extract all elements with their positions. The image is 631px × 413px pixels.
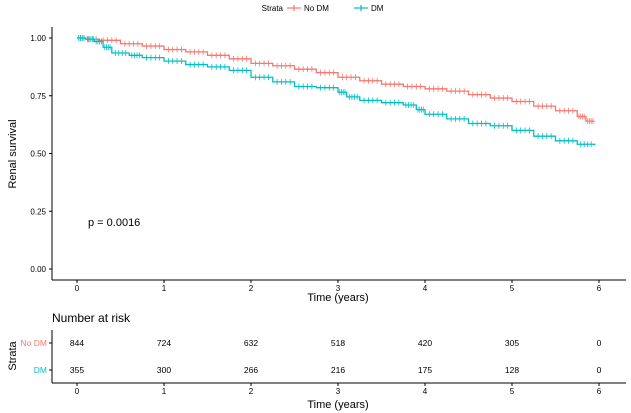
risk-count-no-dm: 0 bbox=[597, 338, 602, 348]
legend: Strata No DM DM bbox=[262, 4, 384, 13]
risk-count-dm: 175 bbox=[418, 365, 432, 375]
risk-table-x-title: Time (years) bbox=[307, 399, 368, 411]
risk-x-tick-label: 0 bbox=[75, 387, 80, 396]
risk-count-dm: 216 bbox=[331, 365, 345, 375]
legend-item-dm: DM bbox=[354, 4, 384, 13]
main-plot: 0.00 0.25 0.50 0.75 1.00 0 1 2 3 4 5 6 Renal survi… bbox=[7, 27, 626, 304]
risk-count-no-dm: 305 bbox=[505, 338, 519, 348]
y-axis-title: Renal survival bbox=[7, 119, 19, 188]
risk-count-dm: 0 bbox=[597, 365, 602, 375]
risk-x-tick-label: 2 bbox=[249, 387, 254, 396]
risk-x-tick-label: 6 bbox=[597, 387, 602, 396]
x-tick-label: 0 bbox=[75, 284, 80, 293]
risk-count-no-dm: 518 bbox=[331, 338, 345, 348]
risk-count-dm: 128 bbox=[505, 365, 519, 375]
risk-x-tick-label: 5 bbox=[510, 387, 515, 396]
x-axis-ticks: 0 1 2 3 4 5 6 bbox=[75, 280, 602, 293]
risk-count-no-dm: 844 bbox=[70, 338, 84, 348]
y-tick-label: 0.00 bbox=[30, 265, 46, 274]
risk-count-no-dm: 420 bbox=[418, 338, 432, 348]
x-tick-label: 3 bbox=[336, 284, 341, 293]
p-value-annotation: p = 0.0016 bbox=[88, 217, 140, 229]
legend-label-no-dm: No DM bbox=[304, 4, 329, 13]
survival-curve-dm bbox=[77, 37, 596, 146]
legend-item-no-dm: No DM bbox=[287, 4, 329, 13]
risk-row-label-dm: DM bbox=[34, 365, 47, 375]
y-tick-label: 0.25 bbox=[30, 207, 46, 216]
x-tick-label: 5 bbox=[510, 284, 515, 293]
x-tick-label: 2 bbox=[249, 284, 254, 293]
risk-x-tick-label: 3 bbox=[336, 387, 341, 396]
x-axis-title: Time (years) bbox=[307, 292, 368, 304]
series-layer bbox=[77, 35, 596, 148]
x-tick-label: 4 bbox=[423, 284, 428, 293]
risk-row-label-no-dm: No DM bbox=[21, 338, 47, 348]
legend-title: Strata bbox=[262, 4, 284, 13]
risk-table-y-title: Strata bbox=[7, 340, 19, 370]
risk-x-tick-label: 1 bbox=[162, 387, 167, 396]
risk-table-title: Number at risk bbox=[52, 311, 131, 325]
x-tick-label: 1 bbox=[162, 284, 167, 293]
survival-curve-no-dm bbox=[77, 37, 595, 122]
risk-count-no-dm: 632 bbox=[244, 338, 258, 348]
risk-table: Number at risk Strata No DM 844 724 632 518 4… bbox=[7, 311, 626, 411]
risk-count-no-dm: 724 bbox=[157, 338, 171, 348]
y-tick-label: 1.00 bbox=[30, 34, 46, 43]
y-tick-label: 0.75 bbox=[30, 92, 46, 101]
x-tick-label: 6 bbox=[597, 284, 602, 293]
risk-count-dm: 355 bbox=[70, 365, 84, 375]
risk-table-rows: No DM 844 724 632 518 420 305 0 DM 355 300 266 216 17… bbox=[21, 338, 602, 375]
risk-x-tick-label: 4 bbox=[423, 387, 428, 396]
y-axis-ticks: 0.00 0.25 0.50 0.75 1.00 bbox=[30, 34, 52, 274]
risk-count-dm: 266 bbox=[244, 365, 258, 375]
legend-label-dm: DM bbox=[371, 4, 384, 13]
risk-table-x-ticks: 0 1 2 3 4 5 6 bbox=[75, 383, 602, 396]
risk-count-dm: 300 bbox=[157, 365, 171, 375]
y-tick-label: 0.50 bbox=[30, 150, 46, 159]
